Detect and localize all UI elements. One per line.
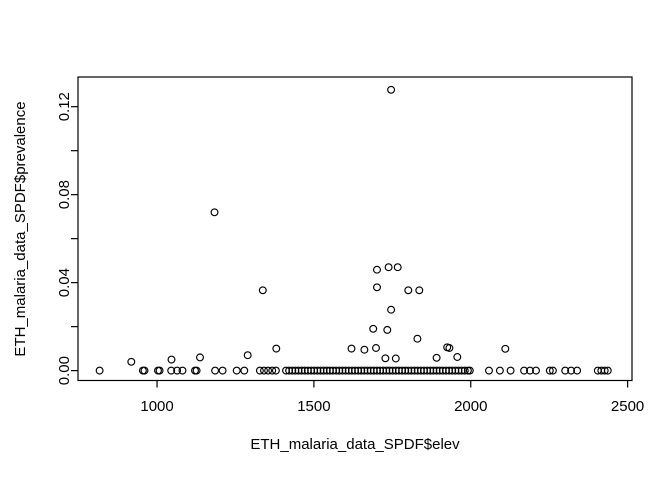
data-point (95, 366, 104, 375)
data-point (387, 305, 396, 314)
data-point (415, 286, 424, 295)
data-point (240, 366, 249, 375)
data-point (167, 355, 176, 364)
data-point (258, 286, 267, 295)
data-point (398, 366, 407, 375)
data-point (567, 366, 576, 375)
y-tick-label: 0.12 (56, 92, 73, 121)
data-point (460, 366, 469, 375)
data-point (372, 344, 380, 352)
data-point (196, 353, 204, 362)
data-point (373, 265, 381, 274)
data-point (360, 345, 369, 354)
data-point (548, 366, 557, 375)
y-axis-label: ETH_malaria_data_SPDF$prevalence (12, 101, 29, 356)
data-point (232, 366, 241, 375)
data-point (382, 366, 391, 375)
data-point (442, 366, 450, 375)
x-tick-label: 2500 (611, 398, 644, 415)
data-point (545, 366, 554, 375)
data-point (210, 208, 219, 217)
data-point (383, 325, 392, 334)
data-point (387, 85, 396, 94)
data-point (167, 366, 176, 375)
data-point (338, 366, 347, 375)
x-axis: 1000 1500 2000 2500 (140, 380, 644, 415)
data-point (603, 366, 612, 375)
data-point (155, 366, 164, 375)
data-point (407, 366, 416, 375)
data-point (313, 366, 322, 375)
data-point (573, 366, 582, 375)
data-point (432, 366, 441, 375)
data-point (347, 344, 356, 353)
data-point (423, 366, 432, 375)
data-point (178, 366, 187, 375)
data-point (391, 354, 400, 363)
data-point (268, 366, 277, 375)
x-tick-label: 1000 (140, 398, 173, 415)
data-point (393, 263, 402, 272)
data-point (445, 344, 454, 352)
data-point (432, 353, 441, 362)
data-point (271, 366, 280, 375)
x-axis-label: ETH_malaria_data_SPDF$elev (250, 436, 460, 453)
y-tick-label: 0.00 (56, 356, 73, 385)
data-point (218, 366, 227, 375)
data-point (413, 334, 422, 343)
data-point (140, 366, 149, 375)
data-point (520, 366, 529, 375)
data-point (260, 366, 268, 375)
data-point (384, 263, 393, 272)
data-point (211, 366, 220, 375)
x-tick-label: 1500 (297, 398, 330, 415)
data-point (357, 366, 366, 375)
data-point (485, 366, 493, 375)
data-point (373, 283, 381, 292)
data-point (297, 366, 306, 375)
data-point (532, 366, 540, 375)
data-point (381, 354, 390, 363)
data-point (272, 344, 281, 353)
data-point (404, 286, 413, 295)
plot-area-border (77, 76, 633, 382)
x-tick-label: 2000 (454, 398, 487, 415)
data-point (347, 366, 356, 375)
data-point (322, 366, 331, 375)
data-point (501, 344, 510, 353)
data-point (173, 366, 182, 375)
data-point (288, 366, 297, 375)
y-tick-label: 0.04 (56, 268, 73, 297)
data-point (506, 366, 515, 375)
data-point (192, 366, 201, 375)
data-point (457, 366, 466, 375)
data-point (600, 366, 609, 375)
data-point (243, 351, 252, 360)
data-point (495, 366, 504, 375)
data-point (255, 366, 264, 375)
y-tick-label: 0.08 (56, 180, 73, 209)
y-axis: 0.00 0.04 0.08 0.12 (56, 92, 78, 385)
data-point (369, 324, 378, 333)
data-point (127, 357, 136, 366)
data-point (526, 366, 534, 375)
scatter-points (95, 85, 612, 375)
data-point (264, 366, 273, 375)
data-point (373, 366, 381, 375)
data-point (561, 366, 570, 375)
data-point (453, 353, 462, 361)
data-point (465, 366, 474, 375)
